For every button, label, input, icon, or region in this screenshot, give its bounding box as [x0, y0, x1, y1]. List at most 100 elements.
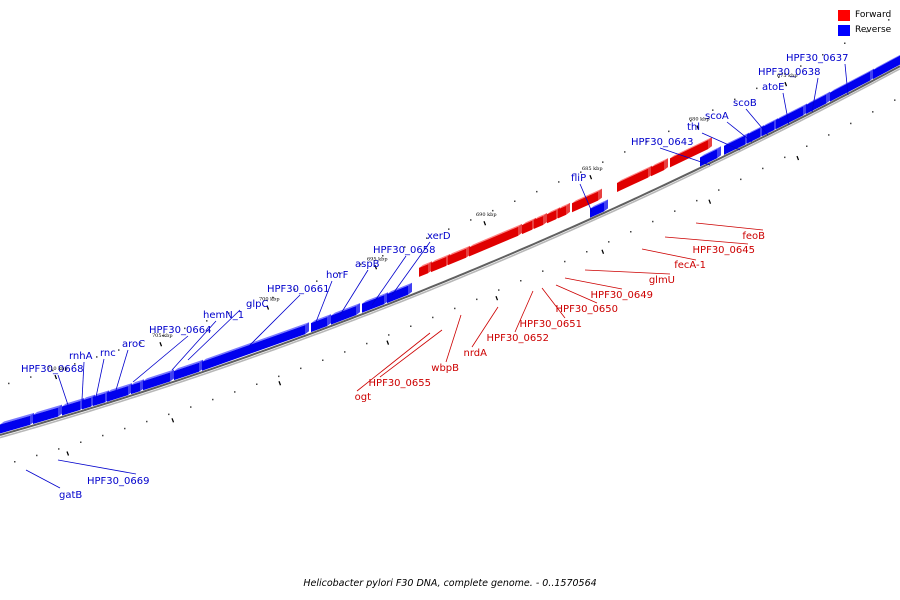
major-tick-lower [386, 340, 390, 345]
minor-tick-lower [432, 316, 434, 319]
minor-tick-upper [206, 320, 208, 322]
minor-tick-lower [146, 420, 148, 423]
gene-top-face [700, 146, 721, 158]
gene-side-face [91, 394, 95, 407]
gene-top-face [762, 118, 778, 128]
minor-tick-lower [102, 434, 104, 437]
gene-scoA [762, 118, 778, 137]
gene-front-face [448, 248, 466, 266]
minor-tick-upper [492, 209, 494, 212]
label-glmU: glmU [649, 275, 675, 286]
label-aroC: aroC [122, 339, 145, 350]
leader-HPF30_0669 [57, 459, 137, 475]
tick-label: 675 kbp [777, 73, 798, 79]
leader-HPF30_0643 [659, 147, 711, 166]
gene-top-face [776, 103, 807, 121]
label-horF: horF [326, 270, 349, 281]
label-aspB: aspB [355, 259, 380, 270]
leader-aroC [115, 349, 129, 391]
label-HPF30_0649: HPF30_0649 [591, 290, 653, 301]
tick-label: 685 kbp [582, 166, 603, 172]
gene-front-face [131, 382, 140, 395]
gene-side-face [466, 245, 470, 258]
gene-top-face [747, 125, 764, 135]
gene-top-face [724, 132, 749, 146]
gene-front-face [33, 407, 58, 425]
minor-tick-marks [8, 19, 896, 463]
minor-tick-lower [278, 375, 280, 378]
gene-rnhA [82, 394, 95, 410]
gene-side-face [598, 188, 602, 201]
gene-side-face [356, 303, 360, 316]
leader-feoB [695, 222, 764, 231]
leader-HPF30_0645 [664, 236, 749, 245]
gene-front-face [431, 256, 446, 273]
minor-tick-lower [498, 289, 500, 291]
gene-hemN_1 [143, 369, 174, 391]
gene-HPF30_0643b [700, 146, 721, 167]
gene-side-face [566, 202, 570, 215]
label-HPF30_0668: HPF30_0668 [21, 364, 83, 375]
label-nrdA: nrdA [464, 348, 488, 359]
gene-rnc [93, 390, 109, 407]
minor-tick-upper [690, 120, 692, 122]
leader-atoE [782, 92, 790, 126]
leader-wbpB [445, 314, 462, 363]
minor-tick-upper [118, 349, 120, 351]
genome-backbone [0, 65, 900, 439]
label-glpC: glpC [246, 299, 268, 310]
major-tick-upper [589, 174, 593, 180]
gene-front-face [590, 202, 604, 218]
label-HPF30_0669: HPF30_0669 [87, 476, 149, 487]
label-HPF30_0652: HPF30_0652 [487, 333, 549, 344]
minor-tick-upper [162, 334, 164, 337]
minor-tick-upper [228, 312, 230, 314]
minor-tick-lower [652, 220, 654, 223]
gene-front-face [143, 372, 170, 391]
tick-label: 700 kbp [259, 297, 280, 303]
leader-HPF30_0668 [57, 374, 69, 406]
minor-tick-lower [784, 156, 786, 159]
minor-tick-upper [866, 30, 868, 33]
gene-front-face [830, 71, 870, 102]
label-HPF30_0637: HPF30_0637 [786, 53, 848, 64]
gene-top-face [82, 394, 95, 401]
gene-front-face [534, 216, 543, 229]
gene-front-face [806, 94, 826, 114]
minor-tick-upper [404, 246, 406, 248]
gene-side-face [128, 383, 132, 396]
minor-tick-lower [828, 134, 830, 136]
gene-top-face [651, 158, 668, 168]
major-tick-lower [171, 418, 175, 423]
gene-fecA-1 [617, 165, 652, 192]
gene-top-face [469, 223, 522, 248]
major-tick-upper [696, 125, 700, 130]
minor-tick-upper [96, 356, 98, 358]
minor-tick-lower [762, 167, 764, 170]
gene-top-face [107, 383, 132, 393]
gene-front-face [776, 106, 803, 130]
minor-tick-upper [712, 109, 714, 111]
genome-caption: Helicobacter pylori F30 DNA, complete ge… [303, 578, 597, 589]
minor-tick-lower [36, 454, 38, 457]
tick-label: 695 kbp [367, 256, 388, 262]
label-gatB: gatB [59, 490, 82, 501]
label-HPF30_0645: HPF30_0645 [693, 245, 755, 256]
leader-HPF30_0650 [555, 284, 598, 304]
gene-side-face [870, 68, 874, 81]
gene-side-face [532, 217, 536, 230]
gene-top-face [93, 390, 109, 398]
gene-side-face [408, 282, 412, 295]
leader-scoB [745, 108, 769, 136]
gene-xerD [387, 282, 412, 304]
label-HPF30_0661: HPF30_0661 [267, 284, 329, 295]
label-hemN_1: hemN_1 [203, 310, 244, 321]
minor-tick-upper [140, 342, 142, 344]
gene-front-face [762, 121, 774, 137]
label-scoB: scoB [733, 98, 757, 109]
gene-side-face [803, 103, 807, 116]
minor-tick-upper [624, 151, 626, 153]
gene-feoB [670, 137, 712, 168]
legend-forward-swatch [838, 10, 850, 21]
major-tick-upper [483, 221, 487, 226]
